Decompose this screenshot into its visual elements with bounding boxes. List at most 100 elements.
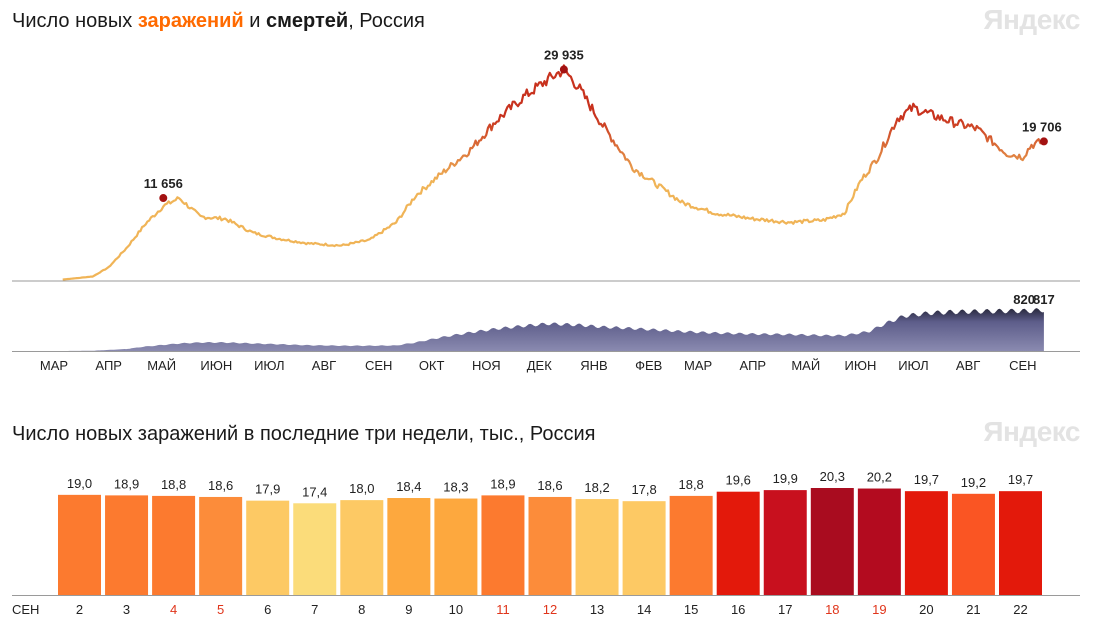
- yandex-logo-top: Яндекс: [983, 4, 1080, 35]
- bar-value-label: 18,8: [161, 477, 186, 492]
- month-tick-label: НОЯ: [472, 358, 501, 373]
- infections-line: [62, 64, 1045, 281]
- bar-day-label: 8: [358, 602, 365, 617]
- bar-day-label: 5: [217, 602, 224, 617]
- month-tick-label: СЕН: [1009, 358, 1036, 373]
- bar-value-label: 18,2: [584, 480, 609, 495]
- yandex-logo-bottom: Яндекс: [983, 416, 1080, 447]
- top-chart-title: Число новых заражений и смертей, Россия: [12, 10, 425, 33]
- bar-value-label: 19,2: [961, 475, 986, 490]
- peak-label: 11 656: [144, 176, 183, 191]
- bar-day-label: 9: [405, 602, 412, 617]
- bar-value-label: 20,2: [867, 470, 892, 485]
- bar-day-label: 20: [919, 602, 933, 617]
- bar-value-label: 18,6: [208, 478, 233, 493]
- bar: [105, 495, 149, 595]
- month-tick-label: ИЮЛ: [898, 358, 928, 373]
- bar-value-label: 17,8: [631, 482, 656, 497]
- bar-value-label: 20,3: [820, 469, 845, 484]
- bar-value-label: 18,8: [678, 477, 703, 492]
- bar-value-label: 19,7: [1008, 472, 1033, 487]
- title-prefix: Число новых: [12, 10, 138, 32]
- bar: [58, 494, 101, 595]
- bar: [622, 501, 666, 595]
- month-tick-label: ЯНВ: [580, 358, 607, 373]
- month-tick-label: АПР: [740, 358, 767, 373]
- bar-day-label: 12: [543, 602, 557, 617]
- month-tick-label: ОКТ: [419, 358, 445, 373]
- bar-day-label: 15: [684, 602, 698, 617]
- month-tick-label: ИЮН: [200, 358, 232, 373]
- title-infections: заражений: [137, 10, 244, 32]
- bar-value-label: 18,9: [490, 476, 515, 491]
- peak-marker: [1039, 137, 1048, 146]
- bar-day-label: 22: [1013, 602, 1027, 617]
- bar: [669, 495, 713, 595]
- bar-value-label: 19,7: [914, 472, 939, 487]
- bar-value-label: 18,3: [443, 480, 468, 495]
- bar-day-label: 4: [170, 602, 177, 617]
- deaths-area: [62, 308, 1044, 351]
- title-suffix: , Россия: [348, 10, 425, 32]
- recent-bar-chart: СЕН 19,0 2 18,9 3 18,8 4 18,6 5 17,9 6 17,4 7 18,0 8 18…: [12, 469, 1080, 617]
- bar-value-label: 18,0: [349, 481, 374, 496]
- bar-day-label: 2: [76, 602, 83, 617]
- bar-day-label: 10: [449, 602, 463, 617]
- bar-day-label: 16: [731, 602, 745, 617]
- bottom-chart-title: Число новых заражений в последние три не…: [12, 423, 596, 445]
- bar-value-label: 19,0: [67, 476, 92, 491]
- peak-marker: [159, 194, 168, 203]
- bar-day-label: 19: [872, 602, 886, 617]
- deaths-label: 820: [1013, 292, 1035, 307]
- bar: [340, 500, 384, 595]
- title-middle: и: [243, 10, 266, 32]
- bar: [152, 495, 196, 595]
- bar: [293, 503, 337, 595]
- month-tick-label: ДЕК: [527, 358, 552, 373]
- peak-label: 29 935: [544, 47, 584, 62]
- bar-value-label: 17,4: [302, 484, 327, 499]
- bar-day-label: 17: [778, 602, 792, 617]
- bar: [434, 498, 478, 595]
- bar: [481, 495, 525, 595]
- month-tick-label: АВГ: [956, 358, 980, 373]
- bar-value-label: 18,6: [537, 478, 562, 493]
- bar: [951, 493, 995, 595]
- infections-line-chart: 11 656 29 935 19 706: [12, 47, 1080, 282]
- month-tick-label: ИЮН: [845, 358, 877, 373]
- month-tick-label: МАР: [684, 358, 712, 373]
- bar: [528, 496, 572, 595]
- peak-marker: [559, 65, 568, 74]
- bar-value-label: 17,9: [255, 482, 280, 497]
- title-deaths: смертей: [265, 10, 349, 32]
- bar-month-label: СЕН: [12, 602, 39, 617]
- bar: [810, 488, 854, 595]
- bar-day-label: 18: [825, 602, 839, 617]
- bar-day-label: 14: [637, 602, 651, 617]
- month-tick-label: СЕН: [365, 358, 392, 373]
- bar-value-label: 18,9: [114, 476, 139, 491]
- bar: [575, 499, 619, 595]
- bar-value-label: 19,9: [773, 471, 798, 486]
- bar: [904, 491, 948, 595]
- bar: [716, 491, 760, 595]
- bar: [999, 491, 1042, 595]
- bar-day-label: 21: [966, 602, 980, 617]
- deaths-label: 817: [1033, 292, 1055, 307]
- bar: [387, 498, 431, 595]
- bar: [246, 500, 290, 595]
- month-tick-label: АВГ: [312, 358, 336, 373]
- month-axis: МАР АПР МАЙ ИЮН ИЮЛ АВГ СЕН ОКТ НОЯ ДЕК ЯНВ ФЕВ МАР А…: [40, 358, 1037, 373]
- bar-day-label: 11: [496, 602, 510, 617]
- bar-day-label: 6: [264, 602, 271, 617]
- month-tick-label: ИЮЛ: [254, 358, 284, 373]
- bar: [857, 488, 901, 595]
- bar-value-label: 19,6: [726, 473, 751, 488]
- month-tick-label: МАЙ: [791, 358, 820, 373]
- bar-day-label: 3: [123, 602, 130, 617]
- month-tick-label: ФЕВ: [635, 358, 662, 373]
- month-tick-label: АПР: [95, 358, 122, 373]
- bar: [763, 490, 807, 595]
